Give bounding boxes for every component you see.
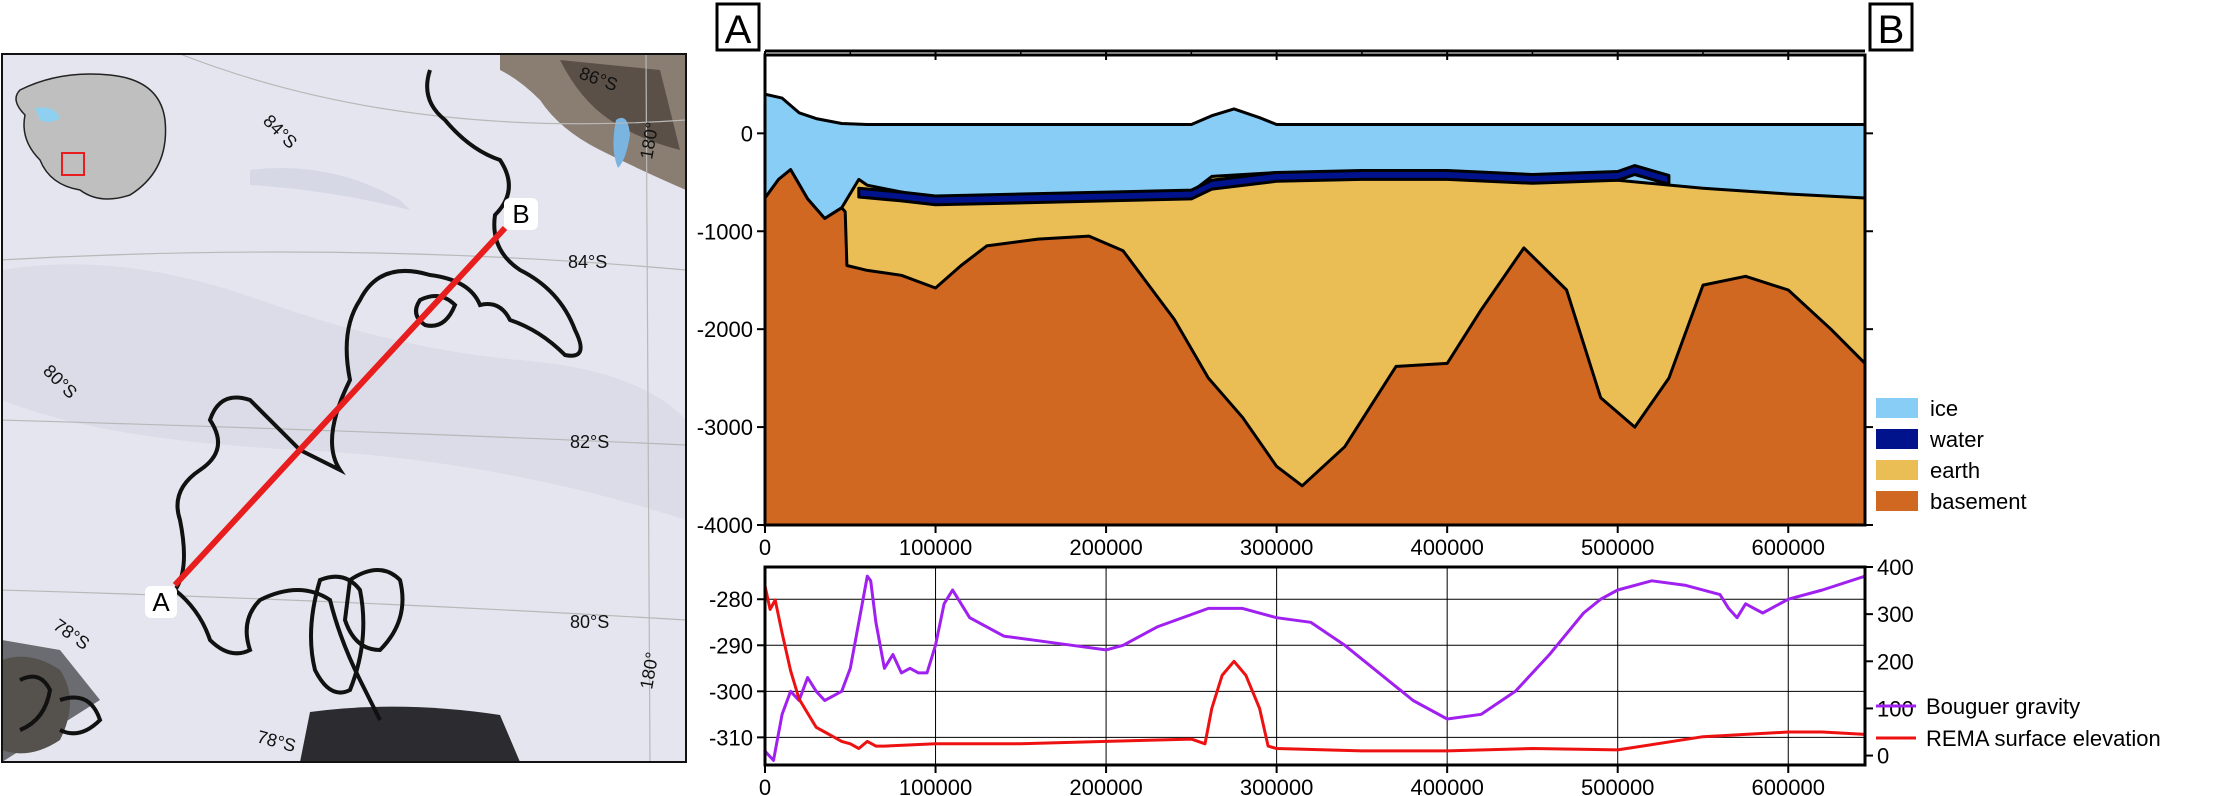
profile-legend: Bouguer gravity REMA surface elevation	[1876, 694, 2161, 751]
y-tick-label: -4000	[697, 513, 753, 538]
legend-label-ice: ice	[1930, 396, 1958, 421]
cross-section-legend: ice water earth basement	[1876, 396, 2027, 514]
series-line-bouguer-gravity	[765, 574, 1865, 762]
svg-text:B: B	[512, 199, 529, 229]
x-tick-label: 100000	[899, 535, 972, 560]
graticule-label: 82°S	[570, 432, 609, 452]
x-tick-label: 200000	[1069, 775, 1142, 796]
svg-text:A: A	[152, 587, 170, 617]
mountains-ne-shadow	[560, 60, 680, 150]
legend-swatch-earth	[1876, 460, 1918, 480]
legend-swatch-ice	[1876, 398, 1918, 418]
x-tick-label: 100000	[899, 775, 972, 796]
profile-line-chart: 0 100000 200000 300000 400000 500000 600000 -28…	[709, 555, 1914, 796]
x-tick-label: 300000	[1240, 775, 1313, 796]
cross-section-chart: 0-1000-2000-3000-40000 100000 200000 300000…	[697, 53, 1873, 560]
legend-swatch-basement	[1876, 491, 1918, 511]
y-tick-label: 0	[741, 121, 753, 146]
cross-section-frame	[763, 53, 1867, 527]
inset-antarctica	[15, 73, 167, 200]
y-right-tick-label: 300	[1877, 602, 1914, 627]
layer-water	[857, 164, 1671, 207]
profile-line	[172, 225, 508, 588]
graticule-label: 84°S	[568, 252, 607, 272]
legend-label-earth: earth	[1930, 458, 1980, 483]
x-tick-label: 600000	[1752, 775, 1825, 796]
map-frame	[1, 53, 687, 763]
svg-text:A: A	[725, 8, 752, 52]
legend-label-basement: basement	[1930, 489, 2027, 514]
legend-swatch-water	[1876, 429, 1918, 449]
x-tick-label: 400000	[1410, 535, 1483, 560]
y-tick-label: -3000	[697, 415, 753, 440]
x-tick-label: 0	[759, 535, 771, 560]
ocean-s	[300, 706, 520, 762]
series-line-rema-surface-elevation	[765, 585, 1865, 753]
corner-label-b: B	[1868, 2, 1914, 52]
x-tick-label: 200000	[1069, 535, 1142, 560]
x-tick-label: 500000	[1581, 775, 1654, 796]
x-tick-label: 300000	[1240, 535, 1313, 560]
layer-basement	[765, 168, 1865, 525]
corner-label-a: A	[715, 2, 761, 52]
y-tick-label: -1000	[697, 219, 753, 244]
y-left-tick-label: -290	[709, 633, 753, 658]
legend-label: Bouguer gravity	[1926, 694, 2080, 719]
graticule-label: 80°S	[570, 612, 609, 632]
x-tick-label: 0	[759, 775, 771, 796]
y-right-tick-label: 400	[1877, 555, 1914, 580]
profile-frame	[763, 565, 1867, 767]
x-tick-label: 500000	[1581, 535, 1654, 560]
x-tick-label: 400000	[1410, 775, 1483, 796]
location-map: 84°S 86°S 180° 84°S 82°S 80°S 80°S 78°S …	[1, 53, 687, 763]
svg-text:B: B	[1878, 8, 1905, 52]
y-left-tick-label: -310	[709, 725, 753, 750]
y-right-tick-label: 0	[1877, 744, 1889, 769]
y-left-tick-label: -280	[709, 587, 753, 612]
ice-stream-texture	[250, 168, 410, 210]
y-left-tick-label: -300	[709, 679, 753, 704]
y-right-tick-label: 100	[1877, 696, 1914, 721]
legend-label: REMA surface elevation	[1926, 726, 2161, 751]
y-right-tick-label: 200	[1877, 649, 1914, 674]
legend-label-water: water	[1929, 427, 1984, 452]
x-tick-label: 600000	[1752, 535, 1825, 560]
mountain-lake	[613, 117, 630, 168]
map-label-b: B	[504, 198, 538, 230]
y-tick-label: -2000	[697, 317, 753, 342]
map-label-a: A	[145, 586, 177, 618]
rock-sw	[2, 656, 70, 754]
inset-extent-box	[61, 152, 85, 176]
